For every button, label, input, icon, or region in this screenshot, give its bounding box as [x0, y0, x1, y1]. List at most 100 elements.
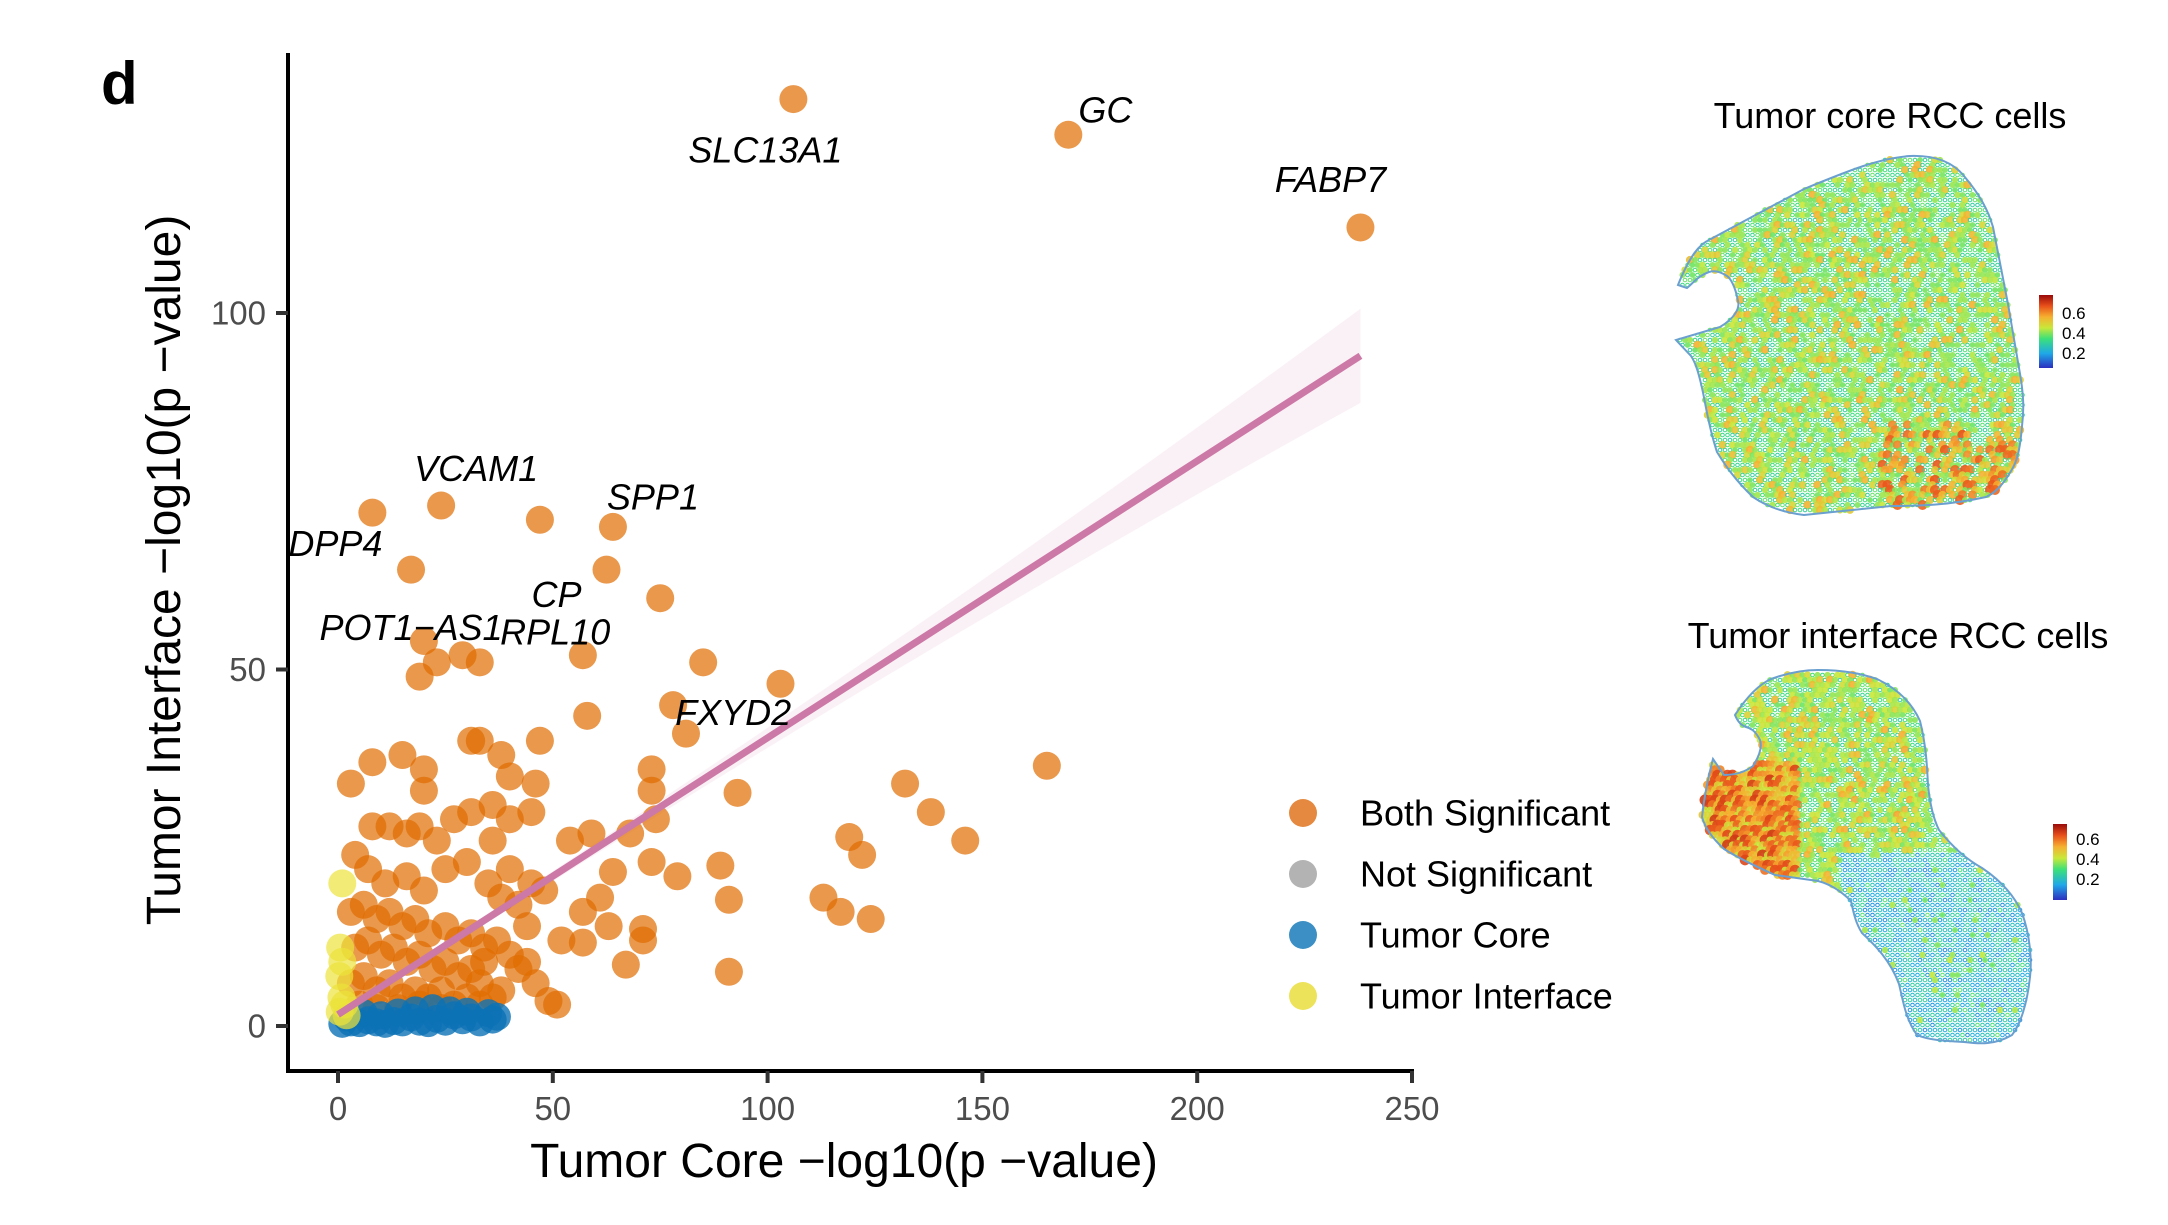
x-tick-label: 150: [955, 1090, 1010, 1127]
gene-label: VCAM1: [414, 448, 538, 489]
data-point: [671, 719, 700, 748]
data-point: [592, 555, 621, 584]
x-tick-label: 0: [329, 1090, 347, 1127]
data-point: [568, 928, 597, 957]
tissue-outline: [1674, 154, 2025, 517]
data-point: [336, 769, 365, 798]
data-point: [637, 776, 666, 805]
data-point: [358, 498, 387, 527]
data-point: [568, 641, 597, 670]
data-point: [422, 826, 451, 855]
x-tick-label: 100: [740, 1090, 795, 1127]
data-point: [328, 947, 357, 976]
x-tick-label: 250: [1384, 1090, 1439, 1127]
data-point: [427, 491, 456, 520]
legend-key: [1289, 921, 1317, 949]
x-tick-label: 200: [1170, 1090, 1225, 1127]
data-point: [891, 769, 920, 798]
data-point: [951, 826, 980, 855]
data-point: [409, 776, 438, 805]
gene-label: SPP1: [607, 476, 699, 517]
fit-line: [336, 352, 1363, 1018]
data-point: [513, 912, 542, 941]
data-point: [470, 947, 499, 976]
data-point: [779, 85, 808, 114]
data-point: [547, 926, 576, 955]
data-point: [409, 626, 438, 655]
data-point: [358, 748, 387, 777]
data-point: [1054, 120, 1083, 149]
data-point: [328, 869, 357, 898]
data-point: [397, 555, 426, 584]
y-tick-label: 100: [211, 295, 266, 332]
x-axis-title: Tumor Core −log10(p −value): [530, 1135, 1158, 1188]
data-point: [848, 840, 877, 869]
data-point: [409, 755, 438, 784]
colorbar: [2039, 295, 2053, 368]
data-point: [916, 798, 945, 827]
data-point: [422, 648, 451, 677]
data-point: [689, 648, 718, 677]
data-point: [714, 957, 743, 986]
data-point: [573, 701, 602, 730]
data-point: [388, 741, 417, 770]
series-both-significant: [336, 85, 1375, 1023]
data-point: [856, 905, 885, 934]
data-point: [517, 798, 546, 827]
data-point: [465, 726, 494, 755]
data-point: [577, 819, 606, 848]
data-point: [1032, 751, 1061, 780]
data-point: [543, 990, 572, 1019]
data-point: [525, 505, 554, 534]
data-point: [431, 855, 460, 884]
gene-labels: SLC13A1 GC FABP7 VCAM1 DPP4 SPP1 POT1−AS1 CPRPL…: [288, 89, 1388, 733]
map-tumor-core: Tumor core RCC cells 0.6 0.4 0.2: [1674, 95, 2086, 517]
colorbar: [2053, 824, 2067, 900]
spatial-spots: [1677, 156, 2025, 515]
data-point: [826, 897, 855, 926]
data-point: [598, 512, 627, 541]
map-title: Tumor interface RCC cells: [1688, 615, 2109, 656]
scatter-plot: SLC13A1 GC FABP7 VCAM1 DPP4 SPP1 POT1−AS1 CPRPL…: [138, 53, 1440, 1188]
data-point: [637, 848, 666, 877]
map-title: Tumor core RCC cells: [1714, 95, 2067, 136]
data-point: [482, 1002, 511, 1031]
tissue-outline: [1700, 668, 2032, 1045]
x-ticks: 0 50 100 150 200 250: [329, 1071, 1440, 1127]
colorbar-tick: 0.2: [2076, 870, 2100, 889]
legend-label: Both Significant: [1360, 793, 1610, 834]
x-tick-label: 50: [534, 1090, 571, 1127]
colorbar-tick: 0.2: [2062, 344, 2086, 363]
legend-label: Not Significant: [1360, 854, 1592, 895]
data-point: [723, 778, 752, 807]
data-point: [706, 851, 735, 880]
data-point: [659, 691, 688, 720]
data-point: [766, 669, 795, 698]
legend: Both Significant Not Significant Tumor Cor…: [1289, 793, 1613, 1017]
data-point: [478, 826, 507, 855]
data-point: [629, 926, 658, 955]
data-point: [594, 912, 623, 941]
data-point: [646, 584, 675, 613]
legend-label: Tumor Core: [1360, 915, 1551, 956]
colorbar-tick: 0.4: [2076, 850, 2100, 869]
y-tick-label: 0: [248, 1008, 266, 1045]
data-point: [598, 857, 627, 886]
data-point: [637, 755, 666, 784]
panel-letter: d: [101, 50, 138, 117]
data-point: [495, 805, 524, 834]
gene-label: GC: [1078, 89, 1133, 130]
y-axis-title: Tumor Interface −log10(p −value): [138, 215, 191, 926]
data-point: [521, 769, 550, 798]
colorbar-tick: 0.4: [2062, 324, 2086, 343]
legend-label: Tumor Interface: [1360, 976, 1613, 1017]
data-point: [371, 869, 400, 898]
colorbar-tick: 0.6: [2076, 830, 2100, 849]
data-point: [568, 897, 597, 926]
map-tumor-interface: Tumor interface RCC cells 0.6 0.4 0.2: [1688, 615, 2109, 1045]
data-point: [521, 969, 550, 998]
data-point: [611, 950, 640, 979]
legend-key: [1289, 799, 1317, 827]
y-ticks: 0 50 100: [211, 295, 288, 1045]
